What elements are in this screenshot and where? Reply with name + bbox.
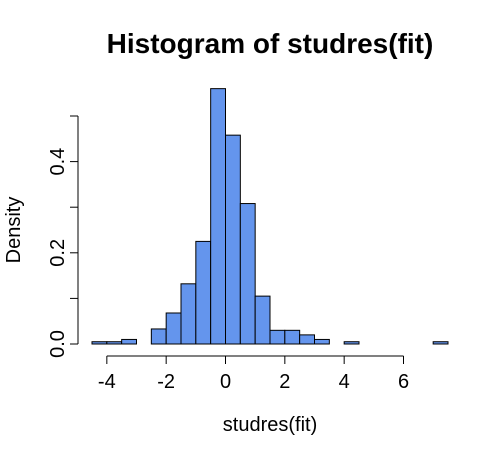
y-axis-label: Density <box>3 197 25 264</box>
histogram-bar <box>91 341 108 345</box>
y-axis: 0.0 0.2 0.4 <box>47 115 79 358</box>
histogram-bar <box>299 334 315 345</box>
x-axis: -4 -2 0 2 4 6 <box>98 355 409 393</box>
histogram-bar <box>225 134 241 345</box>
histogram-bar <box>254 295 271 345</box>
histogram-bar <box>284 329 301 345</box>
x-axis-label: studres(fit) <box>223 414 317 436</box>
histogram-bar <box>343 341 360 345</box>
histogram-bar <box>210 88 227 345</box>
histogram-bar <box>150 328 167 345</box>
x-tick-label: 4 <box>339 371 350 393</box>
histogram-bar <box>269 329 286 345</box>
histogram-bar <box>432 341 449 345</box>
histogram-bar <box>195 240 212 345</box>
histogram-bar <box>121 338 137 345</box>
histogram-bar <box>165 312 182 345</box>
y-tick-label: 0.0 <box>47 330 69 358</box>
y-tick-label: 0.2 <box>47 239 69 267</box>
x-tick-label: -4 <box>98 371 116 393</box>
x-tick-label: -2 <box>157 371 175 393</box>
x-tick-label: 2 <box>279 371 290 393</box>
y-tick-label: 0.4 <box>47 148 69 176</box>
histogram-bar <box>180 283 197 345</box>
histogram-bar <box>239 203 256 345</box>
histogram-bar <box>314 338 330 345</box>
chart-title: Histogram of studres(fit) <box>107 28 434 59</box>
bars-group <box>91 88 449 345</box>
x-tick-label: 0 <box>220 371 231 393</box>
histogram-bar <box>106 341 123 345</box>
x-tick-label: 6 <box>398 371 409 393</box>
